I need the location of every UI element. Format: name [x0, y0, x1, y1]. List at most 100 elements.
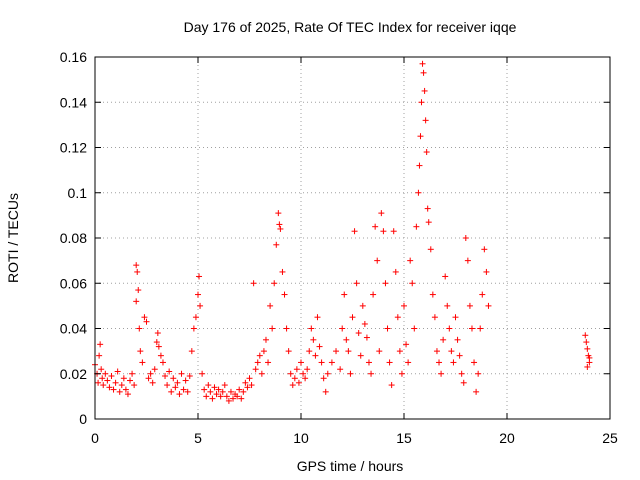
data-point	[298, 359, 304, 366]
data-point	[388, 382, 395, 389]
grid	[95, 57, 610, 419]
data-point	[328, 359, 335, 366]
data-point	[267, 302, 274, 309]
data-point	[159, 359, 166, 366]
data-point	[162, 373, 169, 380]
data-point	[429, 291, 436, 298]
data-point	[479, 291, 486, 298]
data-point	[462, 235, 469, 241]
data-point	[236, 386, 243, 393]
data-point	[401, 302, 407, 309]
data-point	[300, 370, 307, 377]
data-point	[398, 370, 405, 377]
data-point	[415, 189, 422, 196]
y-tick-label: 0	[79, 411, 87, 427]
data-point	[118, 382, 125, 389]
data-point	[349, 314, 356, 321]
data-point	[137, 348, 144, 355]
data-point	[444, 302, 451, 309]
data-point	[271, 280, 278, 287]
data-point	[197, 302, 204, 309]
data-point	[343, 336, 350, 343]
data-point	[355, 330, 362, 337]
data-point	[403, 341, 410, 348]
data-point	[273, 241, 280, 248]
data-point	[454, 336, 461, 343]
data-point	[211, 384, 218, 391]
data-point	[256, 352, 263, 359]
data-point	[234, 393, 241, 400]
data-point	[279, 268, 286, 275]
data-point	[102, 370, 109, 377]
data-point	[394, 314, 401, 321]
data-point	[133, 262, 140, 269]
data-point	[190, 325, 197, 332]
data-point	[225, 397, 232, 404]
x-tick-label: 0	[91, 430, 99, 446]
data-point	[195, 291, 201, 298]
data-point	[116, 388, 123, 395]
data-point	[182, 377, 189, 384]
data-point	[201, 386, 208, 393]
data-point	[172, 384, 179, 391]
y-tick-label: 0.16	[60, 49, 87, 65]
data-point	[304, 366, 311, 373]
data-point	[370, 291, 377, 298]
x-tick-label: 5	[194, 430, 202, 446]
data-point	[205, 382, 212, 389]
data-point	[147, 370, 154, 377]
data-point	[365, 359, 372, 366]
data-point	[188, 348, 195, 355]
data-point	[124, 391, 131, 398]
data-point	[141, 314, 148, 321]
data-point	[407, 257, 414, 264]
data-point	[242, 379, 249, 386]
data-point	[431, 314, 438, 321]
data-point	[151, 366, 158, 373]
data-point	[586, 354, 593, 361]
data-point	[473, 388, 480, 395]
data-points	[92, 60, 593, 404]
data-point	[450, 359, 457, 366]
data-point	[281, 291, 288, 298]
data-point	[584, 345, 591, 352]
data-point	[475, 370, 482, 377]
y-tick-label: 0.04	[60, 321, 87, 337]
data-point	[215, 386, 222, 393]
data-point	[351, 228, 358, 235]
data-point	[196, 273, 203, 280]
data-point	[419, 60, 426, 67]
data-point	[136, 325, 143, 332]
data-point	[269, 325, 276, 332]
data-point	[418, 99, 425, 106]
data-point	[446, 325, 453, 332]
data-point	[413, 223, 420, 230]
data-point	[178, 370, 185, 377]
y-tick-label: 0.14	[60, 94, 87, 110]
data-point	[417, 133, 424, 140]
data-point	[95, 379, 102, 386]
data-point	[471, 359, 478, 366]
data-point	[420, 69, 427, 76]
data-point	[422, 117, 429, 124]
y-tick-label: 0.1	[68, 185, 88, 201]
data-point	[213, 391, 220, 398]
data-point	[424, 205, 431, 212]
data-point	[384, 325, 391, 332]
data-point	[436, 359, 443, 366]
data-point	[254, 359, 261, 366]
data-point	[582, 332, 589, 339]
data-point	[164, 382, 171, 389]
data-point	[209, 395, 216, 402]
data-point	[464, 257, 471, 264]
data-point	[122, 386, 129, 393]
data-point	[192, 314, 199, 321]
data-point	[98, 366, 105, 373]
data-point	[396, 348, 403, 355]
data-point	[312, 352, 319, 359]
data-point	[302, 375, 309, 382]
data-point	[376, 348, 383, 355]
data-point	[583, 339, 590, 346]
data-point	[423, 149, 430, 156]
data-point	[246, 375, 253, 382]
